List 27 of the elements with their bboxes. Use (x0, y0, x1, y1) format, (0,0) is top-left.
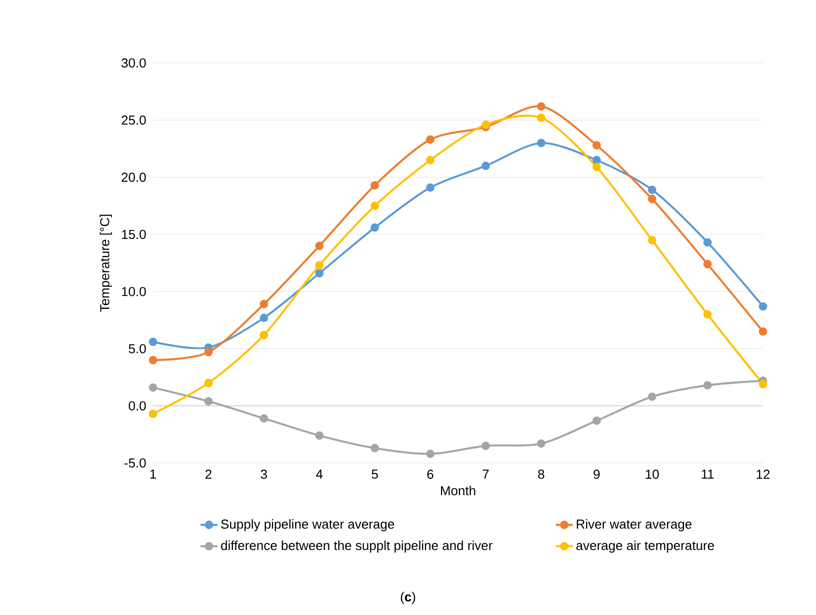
x-tick-label: 5 (372, 470, 378, 479)
y-tick-label: 20.0 (122, 172, 146, 182)
x-tick-label: 9 (594, 470, 600, 479)
x-tick-label: 7 (482, 470, 489, 479)
x-axis-title: Month (441, 486, 476, 496)
x-tick-label: 3 (260, 470, 267, 479)
y-axis-title: Temperature [°C] (100, 214, 112, 312)
y-tick-label: 30.0 (122, 58, 146, 68)
y-tick-label: 25.0 (122, 116, 146, 125)
legend-label: difference between the supplt pipeline and river (221, 540, 492, 553)
y-tick-label: -5.0 (124, 458, 146, 468)
legend-label: average air temperature (576, 540, 714, 553)
x-tick-label: 2 (206, 470, 212, 479)
x-tick-label: 8 (538, 470, 544, 479)
x-tick-label: 10 (646, 470, 659, 479)
x-tick-label: 4 (316, 470, 323, 479)
y-tick-label: 15.0 (122, 230, 146, 240)
y-tick-label: 10.0 (122, 286, 146, 296)
y-tick-label: 0.0 (128, 401, 146, 410)
x-tick-label: 12 (756, 470, 770, 479)
x-tick-label: 6 (427, 470, 434, 479)
y-tick-label: 5.0 (128, 344, 146, 354)
text: (c) (400, 592, 416, 604)
x-tick-label: 1 (150, 470, 156, 479)
legend-label: River water average (576, 519, 692, 532)
legend-label: Supply pipeline water average (221, 519, 394, 532)
x-tick-label: 11 (702, 470, 714, 479)
